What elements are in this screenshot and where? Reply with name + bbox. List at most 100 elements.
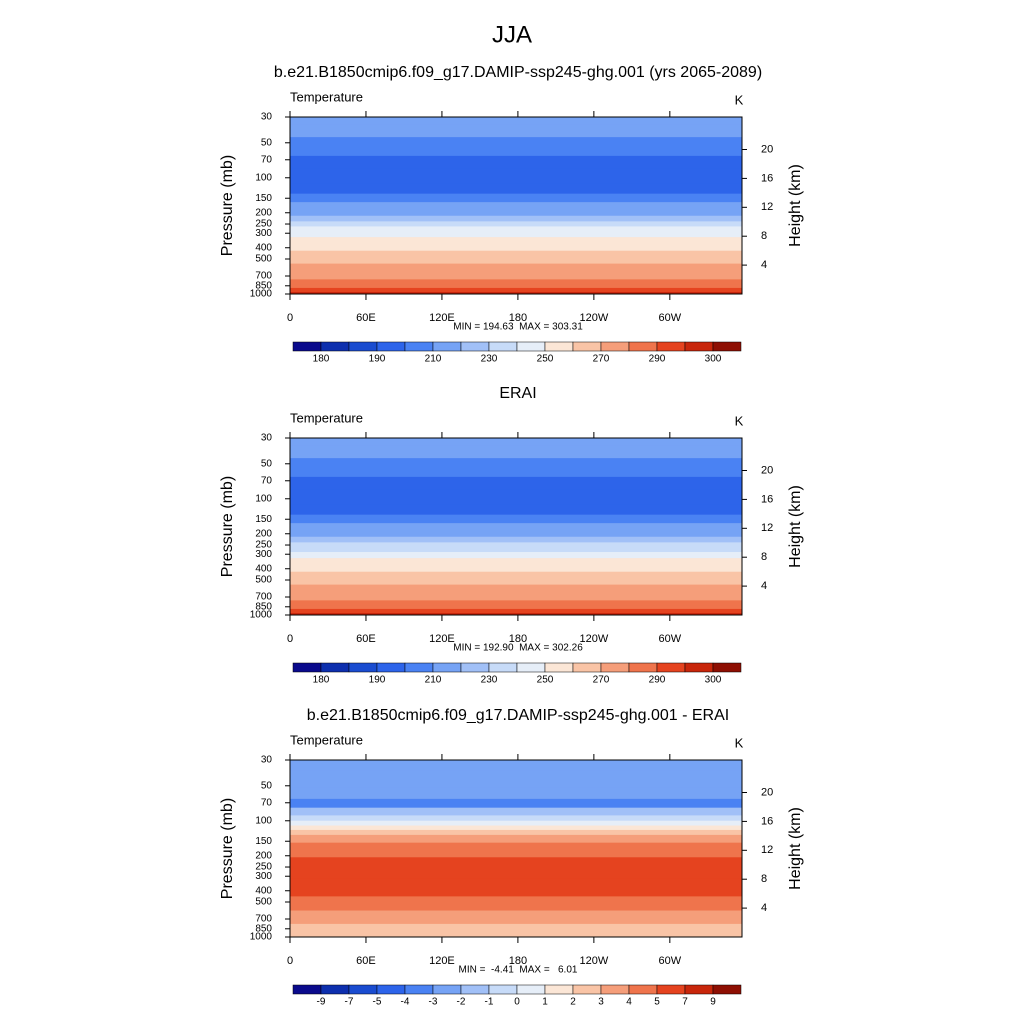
contour-band xyxy=(290,857,742,880)
panel-title: ERAI xyxy=(499,385,536,402)
plot-frame xyxy=(289,437,743,616)
contour-band xyxy=(290,476,742,491)
colorbar-box xyxy=(712,662,742,673)
left-label: Temperature xyxy=(290,410,363,425)
colorbar-box xyxy=(432,662,462,673)
colorbar-box xyxy=(544,984,574,995)
colorbar-label: 7 xyxy=(682,997,688,1008)
contour-band xyxy=(290,577,742,586)
stats: MIN = -4.41 MAX = 6.01 xyxy=(459,965,578,976)
y-tick-label: 100 xyxy=(255,172,272,183)
colorbar-box xyxy=(516,984,546,995)
contour-band xyxy=(290,514,742,524)
colorbar-box xyxy=(292,984,322,995)
y-tick-label: 100 xyxy=(255,493,272,504)
y2-tick-label: 16 xyxy=(761,493,773,505)
contour-band xyxy=(290,284,742,289)
contour-band xyxy=(290,244,742,252)
y2-tick-label: 20 xyxy=(761,464,773,476)
stats: MIN = 192.90 MAX = 302.26 xyxy=(453,643,583,654)
x-tick-label: 120W xyxy=(579,312,608,324)
y-tick-label: 700 xyxy=(255,592,272,603)
colorbar-label: 9 xyxy=(710,997,716,1008)
x-tick-label: 120W xyxy=(579,955,608,967)
contour-band xyxy=(290,155,742,170)
colorbar-label: 290 xyxy=(649,354,666,365)
colorbar-box xyxy=(572,984,602,995)
colorbar-label: -4 xyxy=(401,997,410,1008)
colorbar-label: -9 xyxy=(317,997,326,1008)
contour-band xyxy=(290,458,742,469)
colorbar-box xyxy=(320,341,350,352)
y-tick-label: 300 xyxy=(255,549,272,560)
colorbar-box xyxy=(348,984,378,995)
y2-tick-label: 20 xyxy=(761,143,773,155)
y2-tick-label: 8 xyxy=(761,873,767,885)
y2-axis-title: Height (km) xyxy=(787,164,804,247)
colorbar-box xyxy=(684,984,714,995)
colorbar-label: 4 xyxy=(626,997,632,1008)
colorbar-label: 270 xyxy=(593,354,610,365)
y-tick-label: 250 xyxy=(255,540,272,551)
colorbar-box xyxy=(376,662,406,673)
contour-band xyxy=(290,547,742,553)
panel-title: b.e21.B1850cmip6.f09_g17.DAMIP-ssp245-gh… xyxy=(274,64,762,81)
colorbar-label: 270 xyxy=(593,675,610,686)
y-tick-label: 400 xyxy=(255,563,272,574)
colorbar-box xyxy=(460,662,490,673)
panel-title: b.e21.B1850cmip6.f09_g17.DAMIP-ssp245-gh… xyxy=(307,707,729,724)
y2-tick-label: 4 xyxy=(761,259,767,271)
x-tick-label: 0 xyxy=(287,633,293,645)
colorbar-box xyxy=(544,662,574,673)
contour-band xyxy=(290,571,742,578)
y-tick-label: 200 xyxy=(255,850,272,861)
contour-band xyxy=(290,807,742,816)
y-axis-title: Pressure (mb) xyxy=(219,798,236,899)
y-tick-label: 150 xyxy=(255,514,272,525)
colorbar-box xyxy=(572,662,602,673)
y-tick-label: 850 xyxy=(255,280,272,291)
colorbar-box xyxy=(684,662,714,673)
colorbar-box xyxy=(488,662,518,673)
y2-tick-label: 4 xyxy=(761,902,767,914)
contour-band xyxy=(290,215,742,222)
right-label: K xyxy=(735,735,744,750)
y2-tick-label: 16 xyxy=(761,815,773,827)
contour-band xyxy=(290,147,742,157)
contour-band xyxy=(290,209,742,217)
contour-band xyxy=(290,593,742,601)
colorbar-box xyxy=(320,984,350,995)
colorbar-box xyxy=(656,662,686,673)
y-tick-label: 70 xyxy=(261,154,273,165)
contour-band xyxy=(290,536,742,543)
contour-band xyxy=(290,558,742,566)
colorbar-box xyxy=(404,341,434,352)
contour-band xyxy=(290,263,742,273)
y-tick-label: 500 xyxy=(255,897,272,908)
left-label: Temperature xyxy=(290,89,363,104)
plot-frame xyxy=(289,116,743,295)
colorbar-box xyxy=(376,341,406,352)
colorbar-label: 180 xyxy=(313,354,330,365)
contour-band xyxy=(290,770,742,789)
contour-band xyxy=(290,600,742,606)
contour-band xyxy=(290,445,742,459)
y-tick-label: 300 xyxy=(255,871,272,882)
contour-band xyxy=(290,279,742,285)
contour-band xyxy=(290,117,742,125)
contour-band xyxy=(290,523,742,531)
contour-band xyxy=(290,256,742,265)
colorbar-box xyxy=(628,662,658,673)
colorbar-box xyxy=(712,984,742,995)
colorbar-box xyxy=(292,341,322,352)
x-tick-label: 60E xyxy=(356,633,376,645)
contour-band xyxy=(290,613,742,616)
contour-band xyxy=(290,605,742,610)
colorbar-label: 300 xyxy=(705,675,722,686)
y2-tick-label: 20 xyxy=(761,786,773,798)
colorbar-box xyxy=(544,341,574,352)
colorbar-label: 1 xyxy=(542,997,548,1008)
right-label: K xyxy=(735,92,744,107)
y-tick-label: 850 xyxy=(255,601,272,612)
y-tick-label: 150 xyxy=(255,836,272,847)
